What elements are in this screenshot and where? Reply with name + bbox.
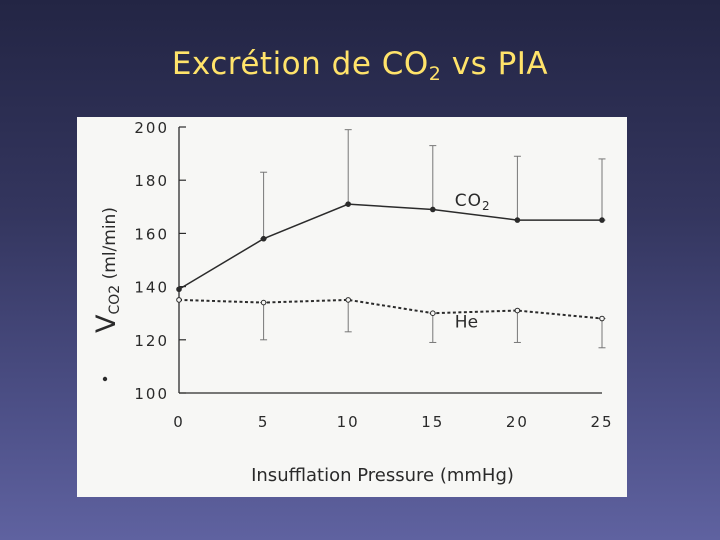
y-tick-label: 120 — [134, 332, 169, 350]
axes: 100 120 140 160 180 200 0 5 10 15 20 25 — [134, 119, 613, 431]
chart-labels: Insufflation Pressure (mmHg)VCO2 (ml/min… — [91, 191, 514, 486]
y-axis-label-symbol: V — [91, 314, 122, 333]
x-tick-label: 0 — [173, 413, 185, 431]
x-tick-label: 15 — [421, 413, 444, 431]
series-label-he: He — [455, 313, 478, 333]
data-point — [430, 206, 436, 213]
y-tick-label: 140 — [134, 279, 169, 297]
series-label-co2: CO2 — [455, 191, 491, 213]
slide-title: Excrétion de CO2 vs PIA — [0, 46, 720, 85]
data-point — [430, 310, 436, 316]
series-line-1 — [178, 298, 603, 320]
x-axis-label: Insufflation Pressure (mmHg) — [251, 465, 514, 486]
data-point — [260, 299, 267, 306]
data-point — [599, 217, 605, 223]
y-axis-label: VCO2 (ml/min) — [91, 207, 123, 333]
y-axis-label-dot — [102, 376, 108, 382]
y-axis-label-unit: (ml/min) — [100, 207, 120, 285]
y-axis-label-subscript: CO2 — [107, 285, 123, 315]
series-points — [176, 201, 605, 322]
line-chart: 100 120 140 160 180 200 0 5 10 15 20 25 Insufflatio… — [91, 119, 613, 486]
data-point — [176, 286, 182, 293]
y-tick-label: 160 — [134, 225, 169, 243]
data-point — [345, 297, 352, 303]
title-main: Excrétion de CO — [171, 46, 429, 82]
series-lines — [178, 203, 603, 320]
y-tick-label: 100 — [134, 385, 169, 403]
series-label-co2-subscript: 2 — [482, 199, 491, 213]
data-point — [514, 217, 521, 223]
data-point — [260, 235, 267, 242]
chart-panel: 100 120 140 160 180 200 0 5 10 15 20 25 Insufflatio… — [77, 117, 627, 497]
x-tick-label: 10 — [337, 413, 360, 431]
title-rest: vs PIA — [441, 46, 549, 82]
x-tick-label: 25 — [590, 413, 613, 431]
x-tick-label: 20 — [506, 413, 529, 431]
series-line-0 — [178, 203, 602, 290]
data-point — [345, 201, 352, 207]
data-point — [599, 315, 605, 322]
data-point — [514, 307, 521, 314]
y-tick-label: 200 — [134, 119, 169, 137]
x-tick-label: 5 — [258, 413, 270, 431]
title-subscript: 2 — [428, 63, 442, 85]
data-point — [176, 297, 182, 303]
series-label-co2-name: CO — [455, 191, 482, 211]
y-tick-label: 180 — [134, 172, 169, 190]
